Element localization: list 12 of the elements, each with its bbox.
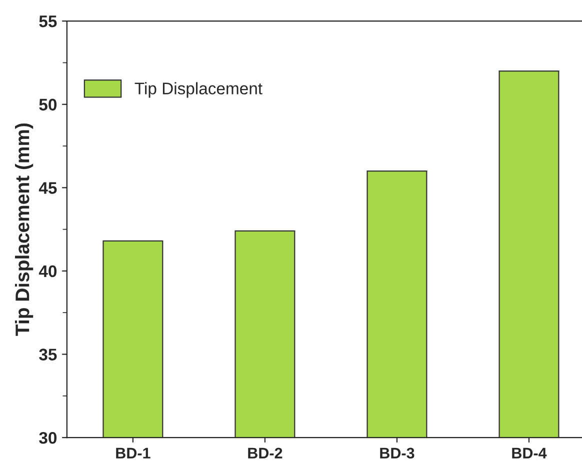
y-tick-label: 30 (39, 432, 57, 444)
x-tick-label: BD-1 (116, 448, 150, 458)
y-tick-label: 45 (38, 182, 57, 194)
x-tick-label: BD-2 (248, 448, 282, 458)
legend-label: Tip Displacement (134, 82, 262, 98)
y-tick-label: 40 (38, 265, 57, 278)
y-tick-label: 55 (39, 16, 57, 28)
y-tick-label: 35 (39, 348, 57, 361)
y-axis-title: Tip Displacement (mm) (14, 123, 34, 336)
x-tick-label: BD-4 (512, 448, 547, 458)
y-tick-label: 50 (39, 98, 57, 111)
x-tick-label: BD-3 (380, 448, 414, 459)
